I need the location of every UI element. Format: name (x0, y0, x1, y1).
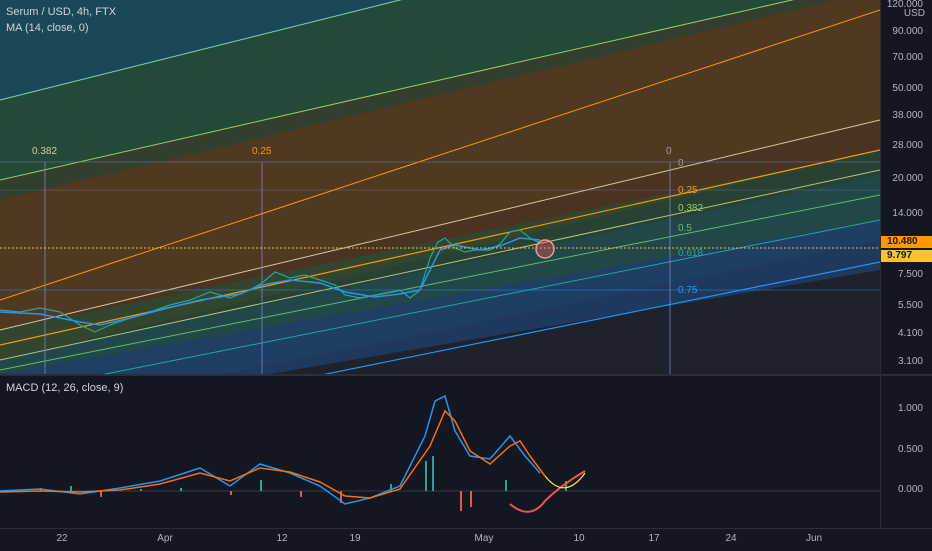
fib-label: 0 (666, 146, 672, 157)
price-series (0, 229, 541, 333)
fib-label: 0 (678, 158, 684, 169)
time-tick: 17 (648, 533, 660, 544)
highlight-circle (535, 239, 555, 259)
currency-label: USD (903, 8, 925, 19)
ma-legend[interactable]: MA (14, close, 0) (6, 22, 89, 34)
fib-line (0, 119, 880, 331)
fib-line (0, 169, 880, 361)
signal-forecast (544, 472, 586, 489)
price-tick: 38.000 (892, 110, 923, 121)
fib-label: 0.5 (678, 223, 692, 234)
macd-tick: 0.000 (897, 484, 923, 495)
fib-band-teal-mid (0, 175, 880, 374)
time-axis[interactable]: 22 Apr 12 19 May 10 17 24 Jun (0, 528, 932, 551)
macd-chart-svg[interactable] (0, 376, 880, 528)
price-tick: 5.500 (897, 300, 923, 311)
fib-label: 0.25 (678, 185, 698, 196)
price-tick: 3.100 (897, 356, 923, 367)
price-tick: 7.500 (897, 269, 923, 280)
price-scale[interactable]: 120.000 USD 90.000 70.000 50.000 38.000 … (880, 0, 932, 374)
fib-label: 0.25 (252, 146, 272, 157)
fib-line (0, 0, 795, 181)
fib-label: 0.382 (32, 146, 58, 157)
macd-legend[interactable]: MACD (12, 26, close, 9) (6, 382, 124, 394)
time-tick: Apr (157, 533, 173, 544)
ma-line (0, 237, 541, 326)
signal-line (0, 409, 546, 499)
symbol-title[interactable]: Serum / USD, 4h, FTX (6, 6, 117, 18)
fib-band-blue-low (0, 220, 880, 374)
fib-label: 0.618 (678, 248, 704, 259)
fib-band-brown (0, 0, 880, 360)
main-chart-pane[interactable]: Serum / USD, 4h, FTX MA (14, close, 0) 0… (0, 0, 880, 374)
time-tick: 10 (573, 533, 585, 544)
price-tick: 4.100 (897, 328, 923, 339)
macd-scale[interactable]: 1.000 0.500 0.000 (880, 376, 932, 528)
macd-tick: 0.500 (897, 444, 923, 455)
macd-line (0, 394, 541, 505)
time-tick: 12 (276, 533, 288, 544)
price-tick: 50.000 (892, 83, 923, 94)
fib-line (103, 219, 880, 374)
time-tick: 22 (56, 533, 68, 544)
price-tick: 20.000 (892, 173, 923, 184)
time-tick: 19 (349, 533, 361, 544)
last-price-badge: 10.480 (881, 236, 932, 248)
fib-line (0, 194, 880, 371)
macd-histogram (40, 456, 567, 511)
price-tick: 90.000 (892, 26, 923, 37)
fib-line (0, 9, 880, 301)
macd-tick: 1.000 (897, 403, 923, 414)
fib-label: 0.382 (678, 203, 704, 214)
price-tick: 70.000 (892, 52, 923, 63)
pane-separator[interactable] (0, 374, 932, 376)
ma-value-badge: 9.797 (881, 250, 932, 262)
fib-line (0, 0, 403, 101)
price-tick: 120.000 (886, 0, 923, 10)
time-tick: Jun (805, 533, 823, 544)
fib-label: 0.75 (678, 285, 698, 296)
time-tick: 24 (725, 533, 737, 544)
price-chart-svg[interactable] (0, 0, 880, 374)
macd-forecast (509, 470, 586, 513)
price-tick: 28.000 (892, 140, 923, 151)
macd-pane[interactable]: MACD (12, 26, close, 9) (0, 376, 880, 528)
time-tick: May (474, 533, 494, 544)
fib-line (323, 261, 880, 374)
price-tick: 14.000 (892, 208, 923, 219)
